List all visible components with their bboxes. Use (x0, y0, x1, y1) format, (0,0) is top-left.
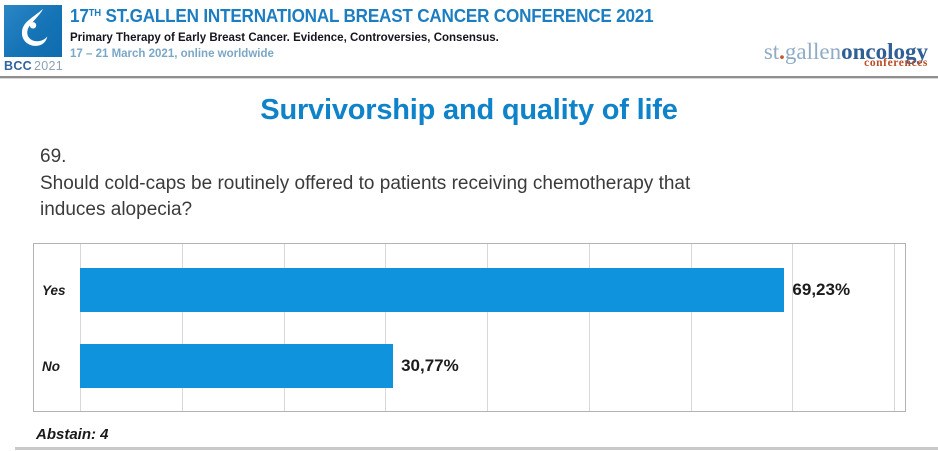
logo-oncology: oncology (841, 39, 928, 64)
gridline (80, 244, 81, 411)
bottom-strip (15, 447, 938, 450)
value-label-yes: 69,23% (792, 280, 851, 299)
header-text-block: 17TH ST.GALLEN INTERNATIONAL BREAST CANC… (70, 6, 684, 60)
stgallen-oncology-wordmark: st.gallenoncology (764, 40, 928, 64)
bcc-label: BCC (4, 59, 32, 73)
conference-title-ordinal: TH (88, 8, 101, 19)
gridline (487, 244, 488, 411)
value-label-no: 30,77% (401, 356, 459, 375)
logo-gallen: gallen (784, 39, 842, 64)
slide-title: Survivorship and quality of life (260, 94, 678, 126)
question-block: 69. Should cold-caps be routinely offere… (40, 144, 690, 224)
bcc-logo-mark (4, 5, 62, 57)
conference-title-rest: ST.GALLEN INTERNATIONAL BREAST CANCER CO… (100, 6, 654, 26)
bar-row-no: No 30,77% (42, 344, 894, 388)
bar-no (80, 344, 394, 388)
bar-row-yes: Yes 69,23% (42, 268, 894, 312)
question-text-line2: induces alopecia? (40, 199, 193, 220)
gridline (588, 244, 590, 411)
gridline (894, 244, 895, 411)
category-label-yes: Yes (42, 282, 66, 298)
logo-st: st (763, 39, 780, 64)
swan-drop-icon (8, 6, 58, 57)
abstain-note: Abstain: 4 (36, 426, 109, 443)
question-number: 69. (40, 146, 67, 167)
bar-yes (80, 268, 785, 312)
gridline (792, 244, 794, 411)
bcc-logo-caption: BCC 2021 (4, 59, 68, 73)
gridline (181, 244, 183, 411)
poll-results-chart: Yes 69,23% No 30,77% (33, 243, 906, 412)
bcc-year-label: 2021 (33, 59, 63, 73)
logo-dot: . (779, 39, 785, 64)
category-label-no: No (42, 358, 60, 374)
logo-conferences: conferences (864, 57, 928, 69)
bcc-logo: BCC 2021 (4, 5, 68, 73)
header-divider (0, 76, 938, 78)
conference-dates: 17 – 21 March 2021, online worldwide (70, 48, 274, 60)
stgallen-oncology-logo: st.gallenoncology conferences (764, 40, 928, 70)
question-text-line1: Should cold-caps be routinely offered to… (40, 172, 691, 194)
gridline (690, 244, 692, 411)
plot-area: Yes 69,23% No 30,77% (42, 244, 895, 411)
conference-title: 17TH ST.GALLEN INTERNATIONAL BREAST CANC… (70, 6, 654, 27)
gridline (283, 244, 285, 411)
conference-title-number: 17 (70, 6, 89, 26)
gridline (385, 244, 387, 411)
conference-subtitle: Primary Therapy of Early Breast Cancer. … (70, 32, 499, 44)
